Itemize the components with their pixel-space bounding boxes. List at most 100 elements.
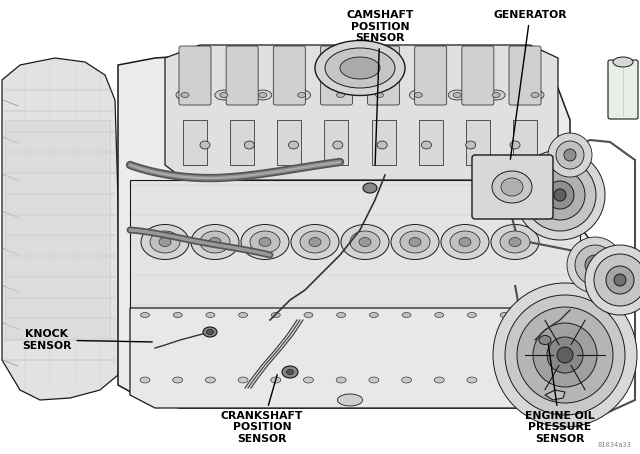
Ellipse shape [203,327,217,337]
FancyBboxPatch shape [415,46,447,105]
Circle shape [557,347,573,363]
Ellipse shape [282,366,298,378]
Ellipse shape [191,224,239,260]
Ellipse shape [325,48,395,88]
Circle shape [548,133,592,177]
Circle shape [505,295,625,415]
Circle shape [524,159,596,231]
Ellipse shape [510,141,520,149]
Ellipse shape [377,141,387,149]
Ellipse shape [259,237,271,247]
Ellipse shape [215,90,233,100]
Ellipse shape [207,330,214,335]
Ellipse shape [565,377,575,383]
Ellipse shape [450,231,480,253]
Ellipse shape [271,377,281,383]
Ellipse shape [533,312,542,317]
Ellipse shape [206,312,215,317]
Circle shape [606,266,634,294]
Bar [466,120,490,165]
Ellipse shape [491,224,539,260]
Ellipse shape [500,312,509,317]
Ellipse shape [298,93,306,98]
Ellipse shape [300,231,330,253]
Ellipse shape [200,231,230,253]
Text: 81034a33: 81034a33 [598,442,632,448]
FancyBboxPatch shape [608,60,638,119]
Ellipse shape [332,90,349,100]
FancyBboxPatch shape [367,46,399,105]
Circle shape [585,255,605,275]
Text: CRANKSHAFT
POSITION
SENSOR: CRANKSHAFT POSITION SENSOR [221,375,303,444]
Ellipse shape [459,237,471,247]
Ellipse shape [259,93,267,98]
Ellipse shape [304,312,313,317]
Ellipse shape [303,377,314,383]
Circle shape [556,141,584,169]
Circle shape [517,307,613,403]
Circle shape [546,181,574,209]
Ellipse shape [441,224,489,260]
Ellipse shape [176,90,194,100]
FancyBboxPatch shape [321,46,353,105]
Polygon shape [130,308,580,408]
Ellipse shape [359,237,371,247]
Ellipse shape [401,377,412,383]
FancyBboxPatch shape [472,155,553,219]
Ellipse shape [150,231,180,253]
Ellipse shape [337,93,344,98]
Ellipse shape [501,178,523,196]
Ellipse shape [409,237,421,247]
Ellipse shape [369,312,378,317]
Ellipse shape [181,93,189,98]
Bar [513,120,537,165]
Ellipse shape [250,231,280,253]
Text: KNOCK
SENSOR: KNOCK SENSOR [22,329,152,351]
Ellipse shape [239,312,248,317]
Ellipse shape [350,231,380,253]
Ellipse shape [421,141,431,149]
Ellipse shape [410,90,428,100]
FancyBboxPatch shape [462,46,494,105]
Circle shape [567,237,623,293]
Ellipse shape [531,93,539,98]
Circle shape [614,274,626,286]
Ellipse shape [448,90,466,100]
Ellipse shape [254,90,272,100]
Ellipse shape [453,93,461,98]
Ellipse shape [271,312,280,317]
Ellipse shape [238,377,248,383]
Bar [230,120,254,165]
Ellipse shape [336,377,346,383]
Circle shape [547,337,583,373]
Ellipse shape [141,312,150,317]
Ellipse shape [376,93,383,98]
Ellipse shape [244,141,254,149]
Ellipse shape [391,224,439,260]
Text: ENGINE OIL
PRESSURE
SENSOR: ENGINE OIL PRESSURE SENSOR [525,345,595,444]
Ellipse shape [400,231,430,253]
Ellipse shape [500,377,509,383]
Ellipse shape [435,312,444,317]
Ellipse shape [467,377,477,383]
Bar [277,120,301,165]
Bar [419,120,443,165]
Circle shape [585,245,640,315]
Ellipse shape [241,224,289,260]
Ellipse shape [509,237,521,247]
Ellipse shape [402,312,411,317]
Ellipse shape [466,141,476,149]
Ellipse shape [337,394,362,406]
Ellipse shape [287,370,294,375]
Circle shape [533,323,597,387]
Ellipse shape [337,312,346,317]
Ellipse shape [341,224,389,260]
Bar [183,120,207,165]
Ellipse shape [309,237,321,247]
Bar [324,120,348,165]
Ellipse shape [500,231,530,253]
Ellipse shape [159,237,171,247]
Ellipse shape [434,377,444,383]
Circle shape [535,170,585,220]
Text: GENERATOR: GENERATOR [493,10,567,159]
